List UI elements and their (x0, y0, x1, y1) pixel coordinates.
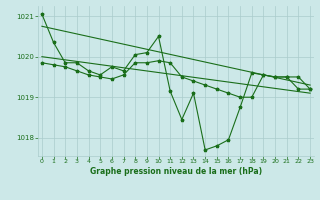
X-axis label: Graphe pression niveau de la mer (hPa): Graphe pression niveau de la mer (hPa) (90, 167, 262, 176)
